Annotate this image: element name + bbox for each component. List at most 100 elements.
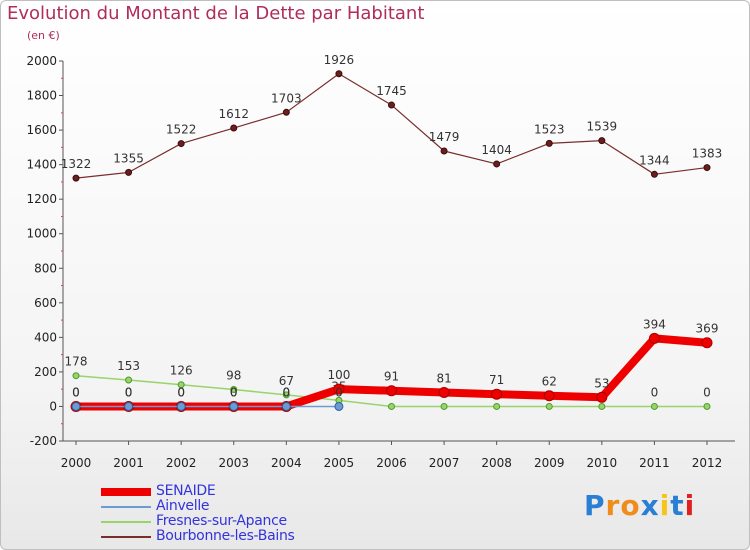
chart-title: Evolution du Montant de la Dette par Hab… (7, 3, 425, 24)
logo-letter: x (640, 489, 660, 522)
x-tick-label: 2012 (692, 456, 723, 470)
data-point-3-8 (493, 160, 501, 168)
data-label-1-1: 0 (125, 385, 133, 399)
data-label-0-6: 91 (384, 370, 399, 384)
legend-swatch-bourbonne (101, 536, 151, 538)
legend-label-bourbonne: Bourbonne-les-Bains (156, 528, 295, 544)
y-tick-label: 400 (34, 330, 57, 344)
x-tick-label: 2000 (61, 456, 92, 470)
line-chart: -200020040060080010001200140016001800200… (26, 53, 735, 470)
x-tick-label: 2004 (271, 456, 302, 470)
data-point-1-4 (281, 401, 291, 411)
logo-letter: P (584, 489, 606, 522)
logo-letter: t (670, 489, 685, 522)
data-label-0-5: 100 (327, 368, 350, 382)
x-tick-label: 2011 (639, 456, 670, 470)
data-label-2-3: 98 (226, 369, 241, 383)
data-point-3-2 (177, 140, 185, 148)
legend-item-ainvelle[interactable]: Ainvelle (101, 499, 361, 514)
data-point-3-9 (545, 139, 553, 147)
logo-letter: r (605, 489, 621, 522)
data-label-2-1: 153 (117, 359, 140, 373)
legend-item-senaide[interactable]: SENAIDE (101, 484, 361, 499)
data-label-0-1: 0 (125, 385, 133, 399)
data-point-0-7 (438, 386, 450, 398)
logo-letter: i (659, 489, 671, 522)
data-label-1-3: 0 (230, 385, 238, 399)
data-point-3-1 (125, 168, 133, 176)
x-tick-label: 2005 (324, 456, 355, 470)
data-point-2-11 (650, 402, 658, 410)
data-label-0-10: 53 (594, 376, 609, 390)
data-point-0-10 (596, 391, 608, 403)
data-point-2-2 (177, 381, 185, 389)
data-point-0-9 (543, 390, 555, 402)
x-tick-label: 2007 (429, 456, 460, 470)
data-point-2-7 (440, 402, 448, 410)
data-point-3-6 (388, 101, 395, 109)
y-tick-label: 200 (34, 365, 57, 379)
data-label-3-7: 1479 (429, 130, 460, 144)
chart-subtitle: (en €) (27, 29, 60, 42)
data-label-0-11: 394 (643, 317, 666, 331)
legend-swatch-fresnes (101, 521, 151, 523)
data-point-0-5 (333, 383, 345, 395)
logo-letter: o (620, 489, 641, 522)
data-point-2-9 (545, 402, 553, 410)
data-label-1-4: 0 (283, 385, 291, 399)
data-point-2-4 (282, 391, 290, 399)
data-label-3-2: 1522 (166, 123, 197, 137)
y-tick-label: 1600 (26, 123, 57, 137)
data-point-3-7 (440, 147, 448, 155)
data-point-2-1 (125, 376, 133, 384)
data-label-3-1: 1355 (113, 151, 144, 165)
data-label-1-2: 0 (177, 385, 185, 399)
data-label-2-4: 67 (279, 374, 294, 388)
data-label-0-7: 81 (436, 371, 451, 385)
data-label-1-5: 0 (335, 385, 343, 399)
y-tick-label: -200 (30, 434, 57, 448)
data-point-2-0 (72, 372, 80, 380)
data-label-0-3: 0 (230, 385, 238, 399)
data-label-2-12: 0 (703, 385, 711, 399)
data-label-3-4: 1703 (271, 91, 302, 105)
data-label-2-0: 178 (65, 355, 88, 369)
legend-item-bourbonne[interactable]: Bourbonne-les-Bains (101, 529, 361, 544)
data-label-3-0: 1322 (61, 157, 92, 171)
data-label-0-2: 0 (177, 385, 185, 399)
x-tick-label: 2001 (113, 456, 144, 470)
data-label-2-2: 126 (170, 364, 193, 378)
legend-swatch-senaide (101, 488, 151, 496)
y-tick-label: 600 (34, 296, 57, 310)
data-point-2-8 (493, 402, 501, 410)
y-tick-label: 1400 (26, 158, 57, 172)
data-point-0-8 (491, 388, 503, 400)
y-tick-label: 1200 (26, 192, 57, 206)
y-tick-label: 1800 (26, 89, 57, 103)
y-tick-label: 0 (49, 399, 57, 413)
data-point-3-12 (703, 164, 711, 172)
data-label-2-11: 0 (651, 385, 659, 399)
data-label-0-0: 0 (72, 385, 80, 399)
x-tick-label: 2006 (376, 456, 407, 470)
data-point-2-10 (598, 402, 606, 410)
x-tick-label: 2002 (166, 456, 197, 470)
data-label-3-12: 1383 (692, 147, 723, 161)
legend-swatch-ainvelle (101, 506, 151, 508)
data-label-0-12: 369 (696, 322, 719, 336)
data-point-0-6 (386, 385, 397, 397)
data-point-0-12 (701, 337, 713, 349)
logo-letter: i (684, 489, 696, 522)
data-point-2-3 (230, 386, 238, 394)
data-point-3-11 (650, 170, 658, 178)
data-label-0-8: 71 (489, 373, 504, 387)
data-label-3-6: 1745 (376, 84, 407, 98)
data-label-0-9: 62 (542, 375, 557, 389)
proxiti-logo: Proxiti (584, 489, 695, 522)
legend-item-fresnes[interactable]: Fresnes-sur-Apance (101, 514, 361, 529)
data-point-3-0 (72, 174, 80, 182)
x-tick-label: 2010 (587, 456, 618, 470)
data-point-3-10 (598, 137, 606, 145)
chart-legend: SENAIDE Ainvelle Fresnes-sur-Apance Bour… (101, 484, 361, 544)
